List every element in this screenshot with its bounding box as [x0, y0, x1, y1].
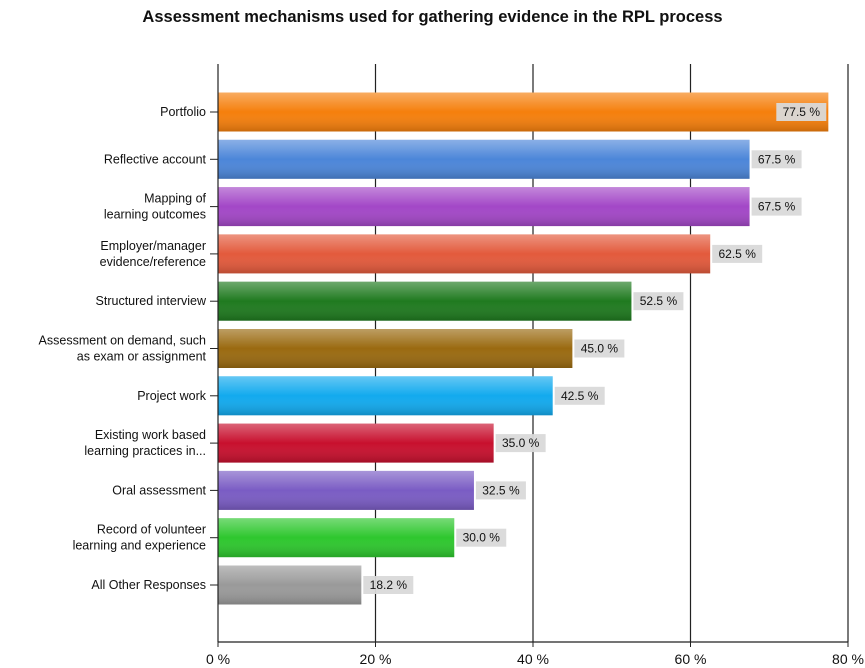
value-label-bg [456, 528, 507, 547]
value-label-bg [712, 244, 763, 263]
bar-shade [218, 234, 711, 274]
category-label: learning and experience [73, 539, 206, 553]
category-label: Structured interview [96, 294, 207, 308]
category-label: Assessment on demand, such [39, 334, 206, 348]
value-label: 30.0 % [463, 531, 501, 545]
category-label: Employer/manager [100, 239, 206, 253]
category-label: All Other Responses [91, 578, 206, 592]
value-label-bg [751, 197, 802, 216]
x-tick-label: 0 % [206, 651, 230, 667]
bar-shade [218, 376, 553, 416]
bar-shade [218, 329, 573, 368]
value-label-bg [574, 339, 625, 358]
category-label: learning outcomes [104, 208, 206, 222]
value-label: 77.5 % [783, 105, 821, 119]
value-label: 45.0 % [581, 342, 619, 356]
value-label: 18.2 % [370, 578, 408, 592]
value-labels: 77.5 % 67.5 % 67.5 % 62.5 % 52.5 % 45.0 % 42.5… [363, 103, 827, 594]
value-label: 42.5 % [561, 389, 599, 403]
value-label-bg [776, 103, 827, 121]
category-label: learning practices in... [84, 444, 206, 458]
bar-shade [218, 139, 750, 179]
chart-title: Assessment mechanisms used for gathering… [142, 8, 723, 26]
bar-shade [218, 518, 455, 558]
bar-shade [218, 281, 632, 321]
value-label-bg [495, 434, 546, 453]
axes [210, 64, 849, 647]
bar-shade [218, 470, 474, 510]
bar-shade [218, 187, 750, 227]
value-label: 67.5 % [758, 152, 796, 166]
category-label: as exam or assignment [77, 350, 207, 364]
category-label: Existing work based [95, 428, 206, 442]
x-tick-label: 60 % [675, 651, 707, 667]
value-label-bg [363, 576, 414, 594]
value-label-bg [633, 292, 684, 311]
value-label: 67.5 % [758, 200, 796, 214]
bars [218, 92, 829, 605]
bar-shade [218, 92, 829, 132]
value-label: 52.5 % [640, 294, 678, 308]
category-label: Mapping of [144, 192, 206, 206]
category-label: Reflective account [104, 152, 207, 166]
bar-shade [218, 565, 362, 605]
value-label-bg [751, 150, 802, 169]
value-label-bg [554, 386, 605, 405]
bar-shade [218, 423, 494, 463]
value-label-bg [475, 481, 526, 500]
category-labels: Portfolio Reflective account Mapping of lea… [39, 105, 207, 592]
category-label: Record of volunteer [97, 523, 206, 537]
value-label: 62.5 % [719, 247, 757, 261]
x-tick-labels: 0 % 20 % 40 % 60 % 80 % [206, 651, 864, 667]
category-label: evidence/reference [100, 255, 206, 269]
x-tick-label: 80 % [832, 651, 864, 667]
category-label: Oral assessment [112, 483, 206, 497]
value-label: 35.0 % [502, 436, 540, 450]
category-label: Portfolio [160, 105, 206, 119]
x-tick-label: 40 % [517, 651, 549, 667]
x-tick-label: 20 % [360, 651, 392, 667]
value-label: 32.5 % [482, 483, 520, 497]
category-label: Project work [137, 389, 207, 403]
